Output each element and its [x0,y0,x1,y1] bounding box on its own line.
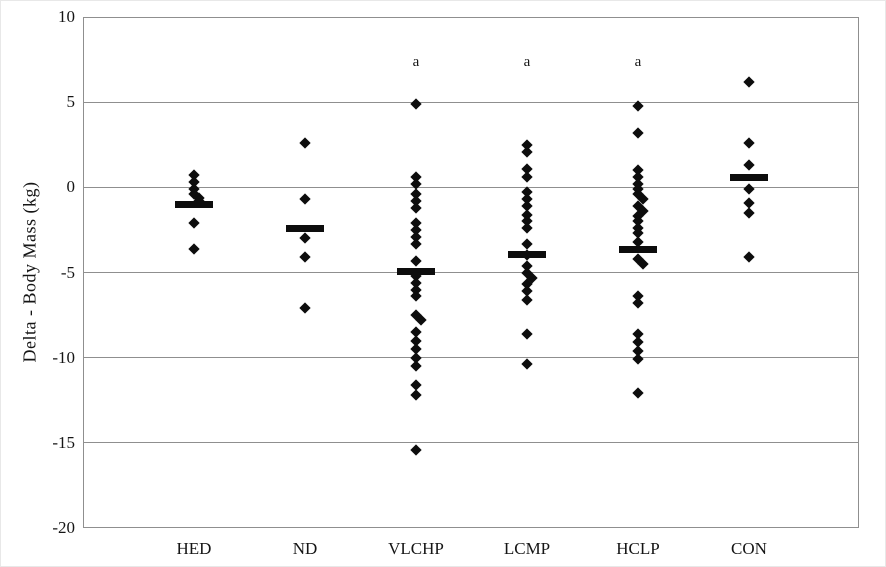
significance-label: a [412,53,420,70]
gridline [83,186,859,188]
category-label-con: CON [731,539,767,558]
y-tick-label: -10 [52,347,75,367]
mean-bar [397,267,435,275]
gridline [83,272,859,273]
mean-bar [730,174,768,182]
category-label-nd: ND [292,539,318,558]
gridline [83,442,859,444]
mean-bar [619,245,657,253]
gridline [83,101,859,103]
category-label-hed: HED [176,539,212,558]
category-label-hclp: HCLP [616,539,660,558]
mean-bar [175,201,213,209]
y-tick-label: 10 [58,7,75,26]
mean-bar [508,250,546,258]
y-tick-label: -5 [60,262,75,282]
y-tick-label: -15 [52,432,75,452]
significance-label: a [523,53,531,70]
y-tick-label: 5 [66,92,76,112]
category-label-vlchp: VLCHP [388,539,444,558]
significance-label: a [634,53,642,70]
y-tick-label: 0 [66,177,76,197]
gridline [83,357,859,359]
mean-bar [286,225,324,233]
y-tick-label: -20 [52,518,75,537]
category-label-lcmp: LCMP [503,539,551,558]
